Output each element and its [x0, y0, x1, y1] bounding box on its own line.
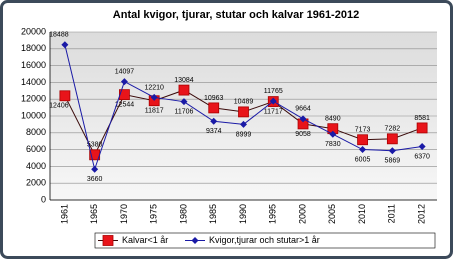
data-label: 10489 [234, 99, 254, 106]
data-label: 13084 [174, 77, 194, 84]
data-label: 9058 [295, 131, 311, 138]
x-tick-label: 2010 [357, 204, 367, 224]
x-tick-label: 2011 [387, 204, 397, 223]
x-tick-label: 1995 [268, 204, 278, 224]
marker [59, 90, 71, 102]
marker [299, 115, 307, 123]
y-tick-label: 12000 [21, 94, 46, 104]
y-tick-label: 8000 [26, 127, 46, 137]
y-tick-label: 6000 [26, 144, 46, 154]
marker [416, 122, 428, 134]
marker [357, 134, 368, 146]
x-tick-label: 1975 [149, 204, 159, 224]
marker [178, 84, 190, 96]
marker [210, 117, 218, 125]
data-label: 12406 [49, 103, 69, 110]
x-tick-label: 1990 [238, 204, 248, 224]
data-label: 7830 [325, 141, 341, 148]
x-tick-label: 1965 [89, 204, 99, 224]
data-label: 3660 [87, 176, 103, 183]
marker [208, 102, 220, 114]
data-label: 8490 [325, 116, 341, 123]
marker [120, 78, 128, 86]
y-tick-label: 0 [41, 194, 46, 204]
marker [119, 89, 130, 101]
legend-label: Kalvar<1 år [122, 235, 168, 245]
marker [359, 146, 367, 154]
marker [238, 106, 249, 118]
x-tick-label: 2005 [327, 204, 337, 224]
marker [386, 133, 398, 145]
marker [91, 165, 99, 173]
data-label: 11717 [264, 108, 283, 115]
chart-title: Antal kvigor, tjurar, stutar och kalvar … [113, 9, 359, 21]
x-tick-label: 2000 [297, 204, 307, 224]
data-label: 6370 [414, 153, 430, 160]
y-tick-label: 10000 [21, 110, 46, 120]
y-tick-label: 18000 [21, 43, 46, 53]
data-label: 6005 [355, 156, 371, 163]
data-label: 8581 [414, 115, 430, 122]
marker [418, 142, 426, 150]
data-label: 12210 [144, 84, 164, 91]
data-label: 5380 [87, 142, 103, 149]
y-tick-label: 20000 [21, 26, 46, 36]
data-label: 12544 [115, 101, 135, 108]
legend [94, 232, 436, 249]
y-tick-label: 4000 [26, 161, 46, 171]
data-label: 18488 [49, 32, 69, 39]
data-label: 11765 [264, 88, 283, 95]
data-label: 8999 [236, 131, 252, 138]
data-label: 7282 [385, 126, 401, 133]
data-label: 9374 [206, 128, 222, 135]
data-label: 10963 [204, 95, 224, 102]
data-label: 11817 [145, 108, 164, 115]
x-tick-label: 2012 [416, 204, 426, 224]
y-tick-label: 2000 [26, 178, 46, 188]
marker [269, 97, 277, 105]
marker [180, 98, 188, 106]
x-tick-label: 1970 [119, 204, 129, 224]
y-tick-label: 14000 [21, 77, 46, 87]
data-label: 14097 [115, 68, 135, 75]
marker [329, 130, 337, 138]
data-label: 9664 [295, 106, 311, 113]
data-label: 11706 [174, 109, 193, 116]
marker [388, 147, 396, 155]
marker [150, 93, 158, 101]
marker [191, 237, 199, 244]
x-tick-label: 1961 [59, 204, 69, 224]
marker [61, 41, 69, 49]
marker [240, 120, 247, 128]
x-tick-label: 1980 [178, 204, 188, 224]
x-tick-label: 1985 [208, 204, 218, 224]
marker [102, 235, 114, 246]
legend-label: Kvigor,tjurar och stutar>1 år [209, 235, 320, 245]
y-tick-label: 16000 [21, 60, 46, 70]
data-label: 7173 [355, 127, 371, 134]
data-label: 5869 [385, 158, 401, 165]
